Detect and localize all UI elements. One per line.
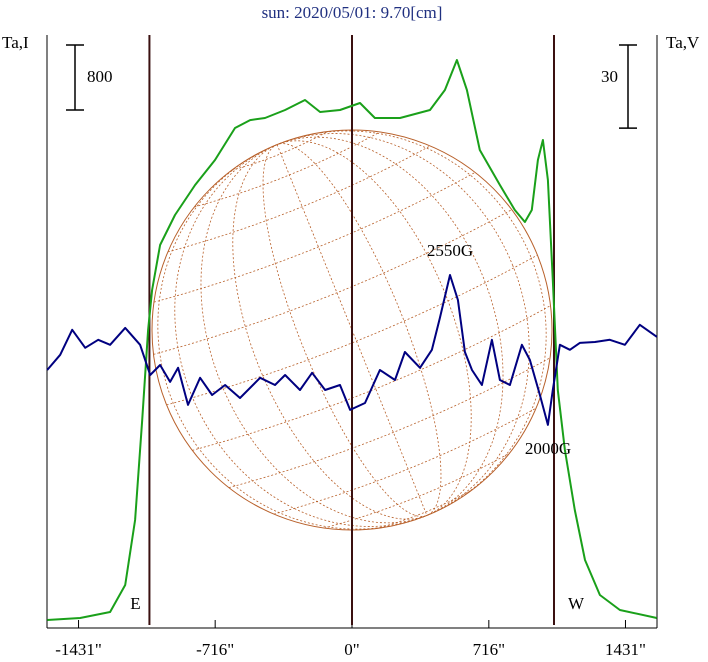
meridian-line <box>232 140 472 520</box>
y-axis-label: Ta,I <box>2 33 29 52</box>
latitude-line <box>376 489 473 529</box>
latitude-line <box>228 357 551 488</box>
x-tick-label: 716" <box>473 640 505 659</box>
x-tick-label: -1431" <box>55 640 102 659</box>
latitude-line <box>153 172 476 303</box>
series-line <box>46 274 658 426</box>
limb-label: W <box>568 594 585 613</box>
latitude-line <box>153 209 512 355</box>
x-tick-label: 0" <box>344 640 359 659</box>
annotation: 2000G <box>525 439 571 458</box>
annotation: 2550G <box>427 241 473 260</box>
latitude-line <box>167 145 431 253</box>
y2-axis-label: Ta,V <box>666 33 700 52</box>
x-tick-label: -716" <box>196 640 234 659</box>
latitude-line <box>192 305 551 451</box>
x-tick-label: 1431" <box>605 640 646 659</box>
scale-bar-label: 30 <box>601 67 618 86</box>
chart-title: sun: 2020/05/01: 9.70[cm] <box>262 3 443 22</box>
latitude-line <box>166 254 538 406</box>
meridian-line <box>200 136 504 524</box>
series-line <box>47 59 658 621</box>
limb-label: E <box>130 594 140 613</box>
latitude-line <box>324 452 510 529</box>
latitude-line <box>231 131 328 171</box>
scale-bar-label: 800 <box>87 67 113 86</box>
